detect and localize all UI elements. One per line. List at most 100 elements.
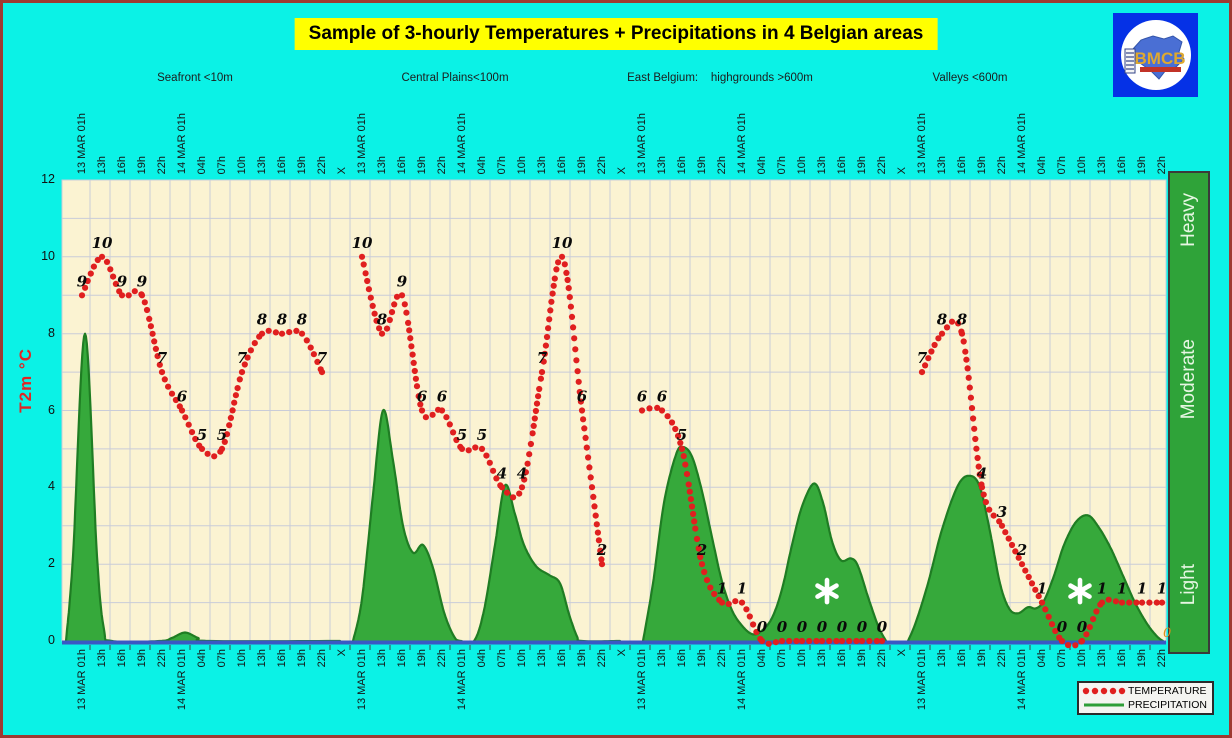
temperature-dot bbox=[365, 286, 372, 293]
x-tick-label-bot: 16h bbox=[676, 649, 688, 668]
temperature-dot bbox=[533, 400, 541, 407]
x-tick-label-top: 10h bbox=[796, 155, 808, 174]
legend-row-temperature: TEMPERATURE bbox=[1081, 685, 1210, 697]
temperature-value-label: 8 bbox=[297, 311, 308, 329]
temperature-dot bbox=[688, 503, 696, 510]
temperature-dot bbox=[244, 354, 251, 361]
x-tick-label-top: 14 MAR 01h bbox=[736, 112, 748, 174]
temperature-dot bbox=[570, 324, 577, 331]
temperature-dot bbox=[638, 407, 646, 414]
x-tick-label-top: 04h bbox=[756, 155, 768, 174]
temperature-dot bbox=[234, 385, 241, 392]
temperature-dot bbox=[691, 518, 698, 525]
temperature-dot bbox=[591, 503, 598, 510]
temperature-dot bbox=[138, 292, 146, 299]
temperature-dot bbox=[698, 561, 706, 568]
temperature-dot bbox=[87, 270, 94, 277]
temperature-dot bbox=[211, 453, 218, 460]
x-tick-label-top: 14 MAR 01h bbox=[456, 112, 468, 174]
temperature-dot bbox=[975, 463, 982, 470]
temperature-dot bbox=[198, 445, 206, 452]
x-tick-label-top: 07h bbox=[776, 155, 788, 174]
temperature-dot bbox=[935, 335, 942, 342]
temperature-dot bbox=[677, 439, 684, 446]
temperature-dot bbox=[258, 330, 266, 337]
x-tick-label-bot: 22h bbox=[876, 649, 888, 668]
temperature-value-label: 0 bbox=[857, 618, 868, 636]
temperature-dot bbox=[318, 369, 326, 376]
temperature-dot bbox=[486, 459, 493, 466]
temperature-value-label: 7 bbox=[317, 349, 328, 367]
y-tick-label: 6 bbox=[48, 402, 55, 417]
temperature-dot bbox=[1118, 599, 1126, 606]
temperature-dot bbox=[545, 325, 552, 332]
temperature-dot bbox=[873, 637, 880, 645]
x-tick-label-bot: 13h bbox=[256, 649, 268, 668]
temperature-dot bbox=[982, 499, 990, 506]
x-tick-label-bot: 22h bbox=[436, 649, 448, 668]
x-tick-label-top: 13 MAR 01h bbox=[916, 112, 928, 174]
x-tick-label-top: 22h bbox=[716, 155, 728, 174]
x-tick-label-top: 13 MAR 01h bbox=[356, 112, 368, 174]
x-tick-label-top: 19h bbox=[696, 155, 708, 174]
x-tick-label-top: 13 MAR 01h bbox=[636, 112, 648, 174]
temperature-dot bbox=[241, 361, 248, 368]
x-tick-label-bot: 16h bbox=[556, 649, 568, 668]
temperature-dot bbox=[978, 484, 986, 491]
temperature-dot bbox=[695, 545, 702, 552]
temperature-value-label: 0 bbox=[1077, 618, 1088, 636]
temperature-dot bbox=[537, 375, 545, 382]
temperature-dot bbox=[232, 392, 239, 399]
y-tick-label: 4 bbox=[48, 479, 55, 494]
temperature-dot bbox=[493, 475, 500, 482]
intensity-label-heavy: Heavy bbox=[1178, 193, 1199, 247]
x-tick-label-bot: 07h bbox=[216, 649, 228, 668]
temperature-dot bbox=[398, 292, 406, 299]
temperature-value-label: 4 bbox=[517, 464, 527, 482]
temperature-dot bbox=[131, 288, 138, 295]
y-tick-label: 8 bbox=[48, 325, 55, 340]
temperature-dot bbox=[406, 327, 413, 334]
temperature-dot bbox=[78, 292, 86, 299]
temperature-value-label: 0 bbox=[777, 618, 788, 636]
legend-precipitation-label: PRECIPITATION bbox=[1128, 698, 1207, 711]
temperature-value-label: 1 bbox=[1137, 580, 1147, 598]
temperature-dot bbox=[963, 356, 970, 363]
temperature-dot bbox=[286, 329, 293, 336]
x-tick-label-bot: 16h bbox=[956, 649, 968, 668]
temperature-dot bbox=[564, 276, 571, 284]
x-tick-label-bot: 19h bbox=[296, 649, 308, 668]
x-tick-label-bot: 10h bbox=[236, 649, 248, 668]
chart-title: Sample of 3-hourly Temperatures + Precip… bbox=[294, 18, 938, 50]
temperature-dot bbox=[732, 598, 739, 605]
x-tick-label-bot: 16h bbox=[1116, 649, 1128, 668]
temperature-dot bbox=[360, 261, 367, 268]
temperature-value-label: 1 bbox=[1037, 580, 1047, 598]
temperature-dot bbox=[758, 637, 766, 645]
x-tick-label-top: 14 MAR 01h bbox=[176, 112, 188, 174]
temperature-dot bbox=[743, 606, 750, 613]
temperature-dot bbox=[549, 290, 556, 297]
x-tick-label-top: 07h bbox=[496, 155, 508, 174]
temperature-dot bbox=[595, 537, 603, 544]
temperature-dot bbox=[413, 383, 421, 390]
temperature-dot bbox=[107, 266, 114, 273]
temperature-value-label: 0 bbox=[757, 618, 768, 636]
temperature-dot bbox=[168, 390, 176, 397]
x-tick-label-bot: 14 MAR 01h bbox=[456, 649, 468, 711]
temperature-dot bbox=[527, 440, 535, 448]
x-tick-label-top: 16h bbox=[1116, 155, 1128, 174]
temperature-dot bbox=[238, 369, 246, 376]
temperature-dot bbox=[686, 488, 693, 495]
temperature-dot bbox=[522, 469, 530, 476]
x-tick-label-bot: 13h bbox=[536, 649, 548, 668]
temperature-dot bbox=[110, 273, 117, 280]
temperature-dot bbox=[561, 261, 568, 268]
temperature-dot bbox=[521, 476, 528, 483]
x-tick-label-bot-separator: X bbox=[616, 649, 628, 657]
temperature-dot bbox=[314, 358, 321, 365]
temperature-dot bbox=[1138, 599, 1146, 606]
x-tick-label-bot: 10h bbox=[796, 649, 808, 668]
temperature-dot bbox=[236, 376, 243, 383]
